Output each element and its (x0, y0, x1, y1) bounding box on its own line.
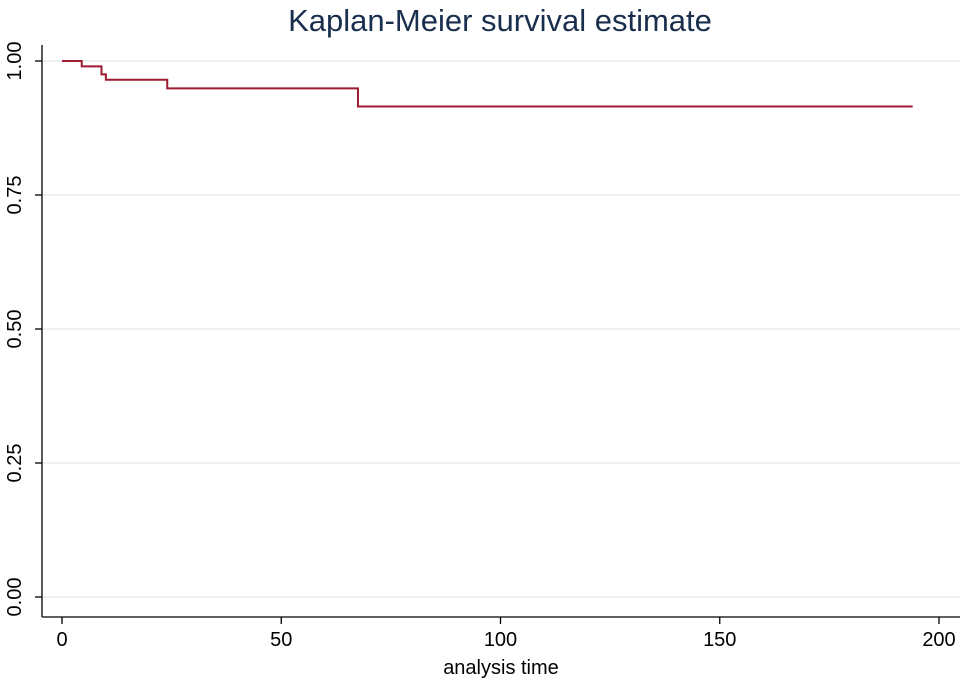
x-tick-label-4: 200 (922, 629, 955, 651)
axes (41, 45, 960, 618)
y-tick-label-3: 0.75 (4, 176, 26, 215)
survival-series (62, 60, 913, 108)
tick-marks: 0.00 0.25 0.50 0.75 1.00 0 50 100 150 200 (4, 42, 956, 651)
chart-title: Kaplan-Meier survival estimate (288, 3, 712, 38)
grid-lines (42, 60, 960, 598)
y-tick-label-4: 1.00 (4, 42, 26, 81)
x-tick-label-2: 100 (484, 629, 517, 651)
x-tick-label-3: 150 (703, 629, 736, 651)
y-tick-label-0: 0.00 (4, 578, 26, 617)
x-axis-label: analysis time (443, 657, 559, 679)
x-tick-label-1: 50 (270, 629, 292, 651)
survival-curve-0 (62, 60, 913, 108)
y-tick-label-1: 0.25 (4, 444, 26, 483)
x-tick-label-0: 0 (56, 629, 67, 651)
y-tick-label-2: 0.50 (4, 310, 26, 349)
